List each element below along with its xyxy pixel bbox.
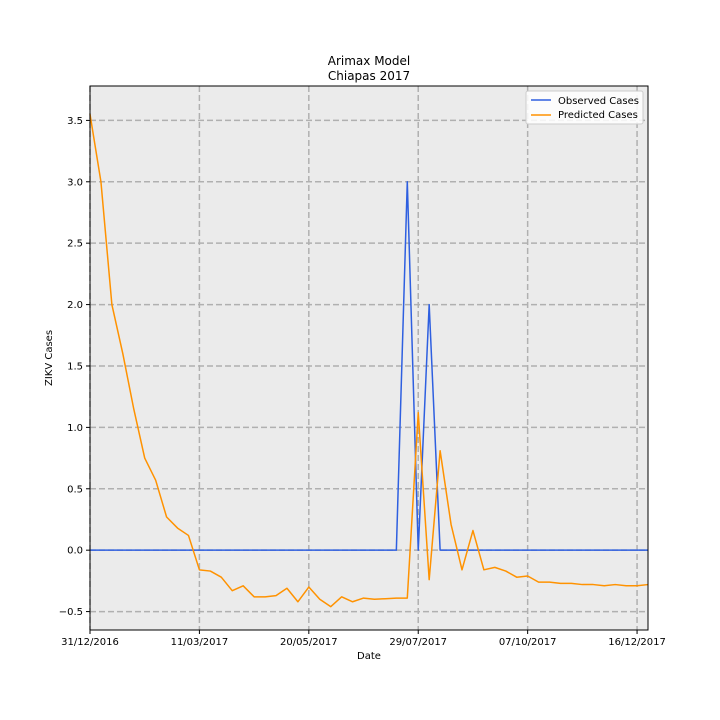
y-axis-label: ZIKV Cases — [44, 330, 55, 386]
y-tick-label: 0.0 — [67, 546, 83, 557]
legend: Observed Cases Predicted Cases — [525, 90, 644, 125]
series-line-predicted — [89, 114, 649, 608]
x-tick-label: 29/07/2017 — [389, 637, 447, 648]
y-tick-label: 2.0 — [67, 300, 83, 311]
x-tick-label: 20/05/2017 — [280, 637, 338, 648]
series-layer — [89, 114, 649, 608]
axis-ticks: −0.5 0.0 0.5 1.0 1.5 2.0 2.5 3.0 3.5 31/12/2016 11… — [59, 116, 666, 648]
legend-box — [525, 90, 644, 125]
plot-area — [90, 86, 648, 630]
y-tick-label: 3.5 — [67, 116, 83, 127]
chart-subtitle: Chiapas 2017 — [328, 69, 410, 83]
chart-title: Arimax Model — [328, 54, 410, 68]
x-axis-label: Date — [357, 651, 381, 662]
legend-label-predicted: Predicted Cases — [558, 110, 638, 121]
y-tick-label: −0.5 — [59, 607, 83, 618]
y-tick-label: 1.0 — [67, 423, 83, 434]
y-tick-label: 2.5 — [67, 239, 83, 250]
y-tick-label: 0.5 — [67, 484, 83, 495]
series-line-observed — [90, 181, 648, 551]
x-tick-label: 16/12/2017 — [608, 637, 666, 648]
plot-frame — [89, 85, 649, 631]
x-tick-label: 07/10/2017 — [499, 637, 557, 648]
y-tick-label: 3.0 — [67, 177, 83, 188]
x-tick-label: 11/03/2017 — [171, 637, 229, 648]
y-tick-label: 1.5 — [67, 361, 83, 372]
legend-label-observed: Observed Cases — [558, 96, 639, 107]
x-tick-label: 31/12/2016 — [61, 637, 119, 648]
